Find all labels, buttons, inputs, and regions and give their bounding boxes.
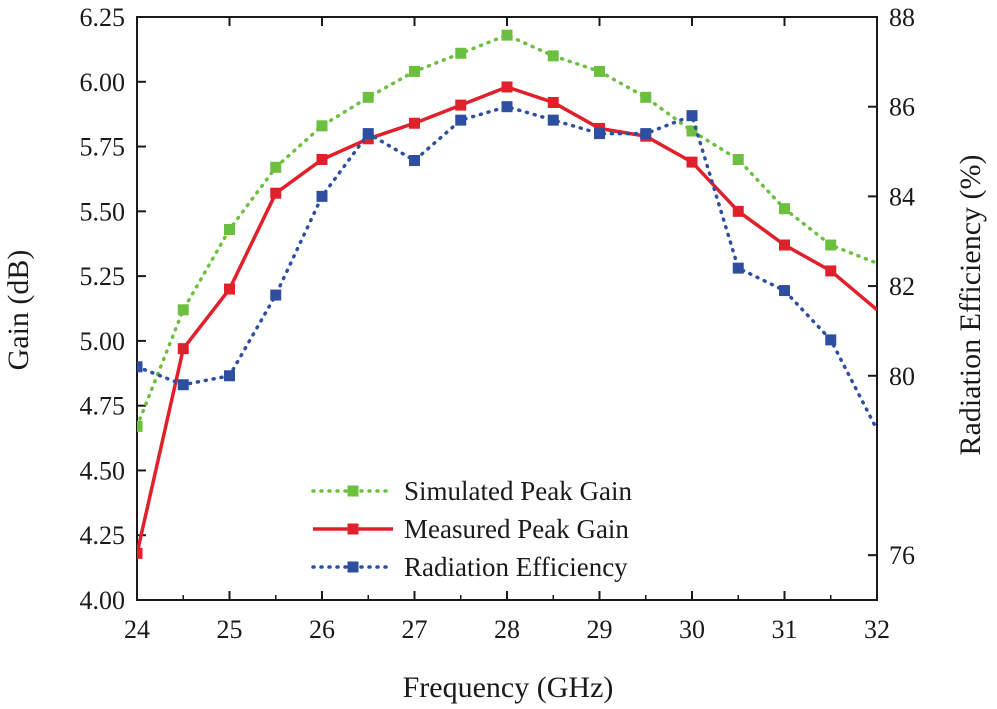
y-axis-right-label: Radiation Efficiency (%): [954, 155, 987, 456]
x-tick-label: 32: [864, 615, 890, 644]
data-point: [825, 265, 837, 277]
series-line-radiation-efficiency: [137, 104, 877, 432]
data-point: [137, 547, 143, 559]
x-tick-label: 30: [679, 615, 705, 644]
data-point: [316, 120, 328, 132]
series-radiation-efficiency: [137, 101, 877, 432]
y-tick-label: 6.25: [80, 3, 126, 32]
data-point: [594, 128, 605, 140]
data-point: [137, 361, 143, 373]
data-point: [640, 128, 652, 140]
data-point: [409, 155, 420, 167]
x-tick-label: 31: [772, 615, 798, 644]
data-point: [362, 91, 374, 103]
data-point: [501, 81, 513, 93]
y-axis-label: Gain (dB): [2, 250, 35, 371]
y-right-tick-label: 82: [889, 272, 915, 301]
data-point: [270, 187, 282, 199]
y-tick-label: 4.00: [80, 586, 126, 615]
legend-item-simulated-peak-gain: Simulated Peak Gain: [311, 476, 632, 506]
legend-label: Simulated Peak Gain: [404, 476, 632, 506]
data-point: [455, 47, 467, 59]
legend-marker: [347, 485, 359, 497]
data-point: [501, 29, 513, 41]
data-point: [547, 50, 559, 62]
data-point: [640, 91, 652, 103]
data-point: [779, 239, 790, 251]
data-point: [409, 117, 420, 129]
data-point: [177, 379, 189, 391]
data-point: [686, 125, 698, 137]
data-point: [686, 110, 698, 122]
data-point: [224, 370, 235, 382]
data-point: [362, 128, 374, 140]
legend-marker: [347, 561, 359, 573]
y-tick-label: 5.75: [80, 133, 126, 162]
data-point: [455, 114, 467, 126]
y-tick-label: 4.75: [80, 392, 126, 421]
y-right-tick-label: 88: [889, 3, 915, 32]
data-point: [177, 343, 189, 355]
data-point: [455, 99, 467, 111]
x-tick-label: 24: [124, 615, 150, 644]
legend-label: Measured Peak Gain: [404, 514, 629, 544]
data-point: [409, 65, 420, 77]
data-point: [177, 304, 189, 316]
y-right-tick-label: 76: [889, 541, 915, 570]
y-right-tick-label: 80: [889, 362, 915, 391]
x-tick-label: 28: [494, 615, 520, 644]
data-point: [779, 285, 790, 297]
data-point: [547, 114, 559, 126]
data-point: [732, 262, 744, 274]
data-point: [547, 97, 559, 109]
y-right-tick-label: 84: [889, 182, 915, 211]
x-tick-label: 29: [587, 615, 613, 644]
x-tick-label: 27: [402, 615, 428, 644]
x-tick-label: 26: [309, 615, 335, 644]
y-tick-label: 5.00: [80, 327, 126, 356]
data-point: [501, 101, 513, 113]
data-point: [732, 205, 744, 217]
y-tick-label: 6.00: [80, 68, 126, 97]
x-tick-label: 25: [217, 615, 243, 644]
axis-ticks: 24 25 26 27 28 29 30 31 32 4.00 4.25 4.50 4.75 5.00 5.…: [80, 3, 916, 644]
data-point: [686, 156, 698, 168]
data-point: [316, 190, 328, 202]
data-point: [779, 203, 790, 215]
data-point: [825, 239, 837, 251]
data-point: [594, 65, 605, 77]
data-point: [732, 154, 744, 166]
series-simulated-peak-gain: [137, 29, 877, 432]
data-point: [224, 223, 235, 235]
data-point: [137, 420, 143, 432]
y-tick-label: 5.25: [80, 262, 126, 291]
y-tick-label: 5.50: [80, 197, 126, 226]
y-tick-label: 4.25: [80, 521, 126, 550]
data-point: [224, 283, 235, 295]
y-tick-label: 4.50: [80, 456, 126, 485]
data-point: [270, 289, 282, 301]
legend-item-measured-peak-gain: Measured Peak Gain: [313, 514, 629, 544]
legend: Simulated Peak Gain Measured Peak Gain Rad…: [311, 476, 632, 582]
legend-marker: [347, 523, 359, 535]
data-point: [825, 334, 837, 346]
series-layer: [137, 29, 877, 559]
legend-item-radiation-efficiency: Radiation Efficiency: [311, 552, 628, 582]
data-point: [316, 154, 328, 166]
data-point: [270, 161, 282, 173]
x-axis-label: Frequency (GHz): [403, 671, 614, 704]
y-right-tick-label: 86: [889, 93, 915, 122]
legend-label: Radiation Efficiency: [404, 552, 628, 582]
